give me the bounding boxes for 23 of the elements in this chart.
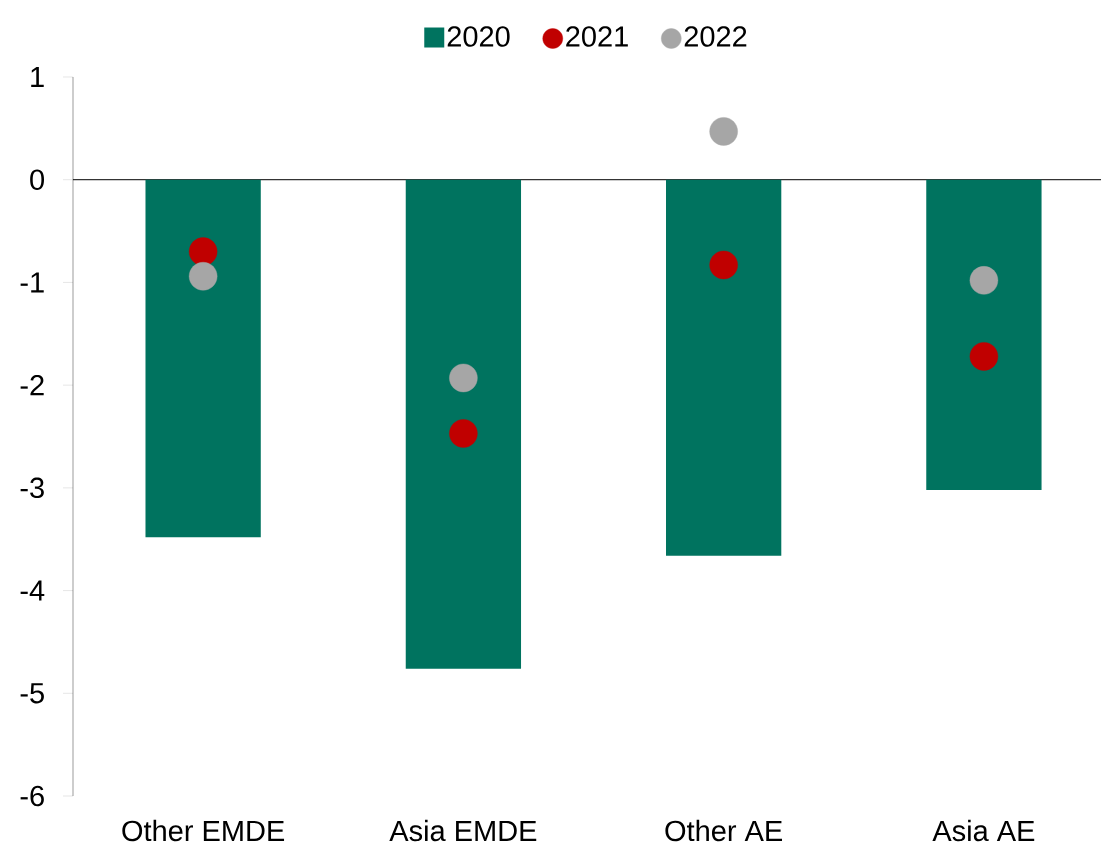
- point: [449, 363, 478, 393]
- legend-label: 2021: [566, 26, 628, 47]
- y-tick-label: -2: [20, 375, 44, 396]
- legend-label: 2022: [684, 26, 747, 47]
- y-tick-label: -4: [20, 580, 45, 601]
- point: [188, 237, 218, 266]
- point: [969, 266, 999, 295]
- y-tick-label: -1: [20, 272, 44, 293]
- legend-label: 2020: [447, 26, 510, 47]
- point: [969, 342, 999, 371]
- x-tick-label: Other EMDE: [122, 819, 285, 842]
- point: [188, 262, 218, 291]
- y-tick-label: -3: [20, 477, 44, 499]
- y-tick-label: -5: [20, 683, 44, 704]
- x-tick-label: Other AE: [665, 819, 783, 842]
- point: [449, 419, 478, 448]
- point: [709, 117, 738, 146]
- x-tick-label: Asia EMDE: [389, 819, 537, 842]
- point: [709, 250, 738, 280]
- x-tick-label: Asia AE: [932, 819, 1035, 842]
- y-tick-label: 1: [31, 67, 44, 87]
- y-tick-label: 0: [30, 169, 45, 190]
- y-tick-label: -6: [20, 785, 44, 807]
